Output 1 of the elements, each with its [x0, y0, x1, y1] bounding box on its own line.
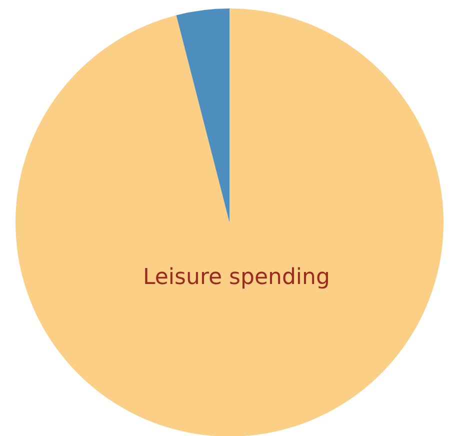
slice-label: Leisure spending — [143, 265, 330, 290]
